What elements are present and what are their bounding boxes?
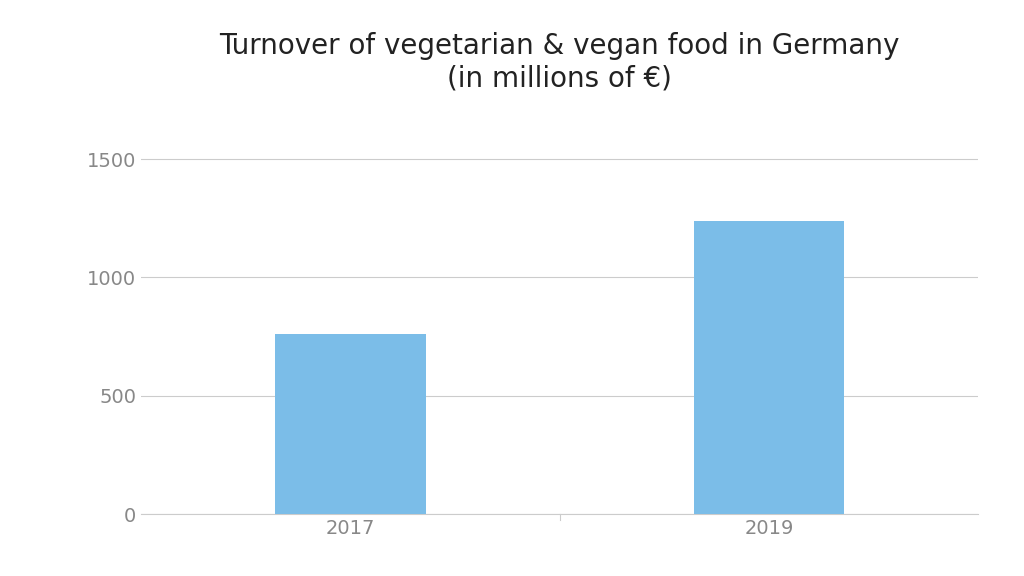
Bar — [693, 221, 845, 514]
Bar — [274, 334, 426, 514]
Title: Turnover of vegetarian & vegan food in Germany
(in millions of €): Turnover of vegetarian & vegan food in G… — [219, 32, 900, 93]
